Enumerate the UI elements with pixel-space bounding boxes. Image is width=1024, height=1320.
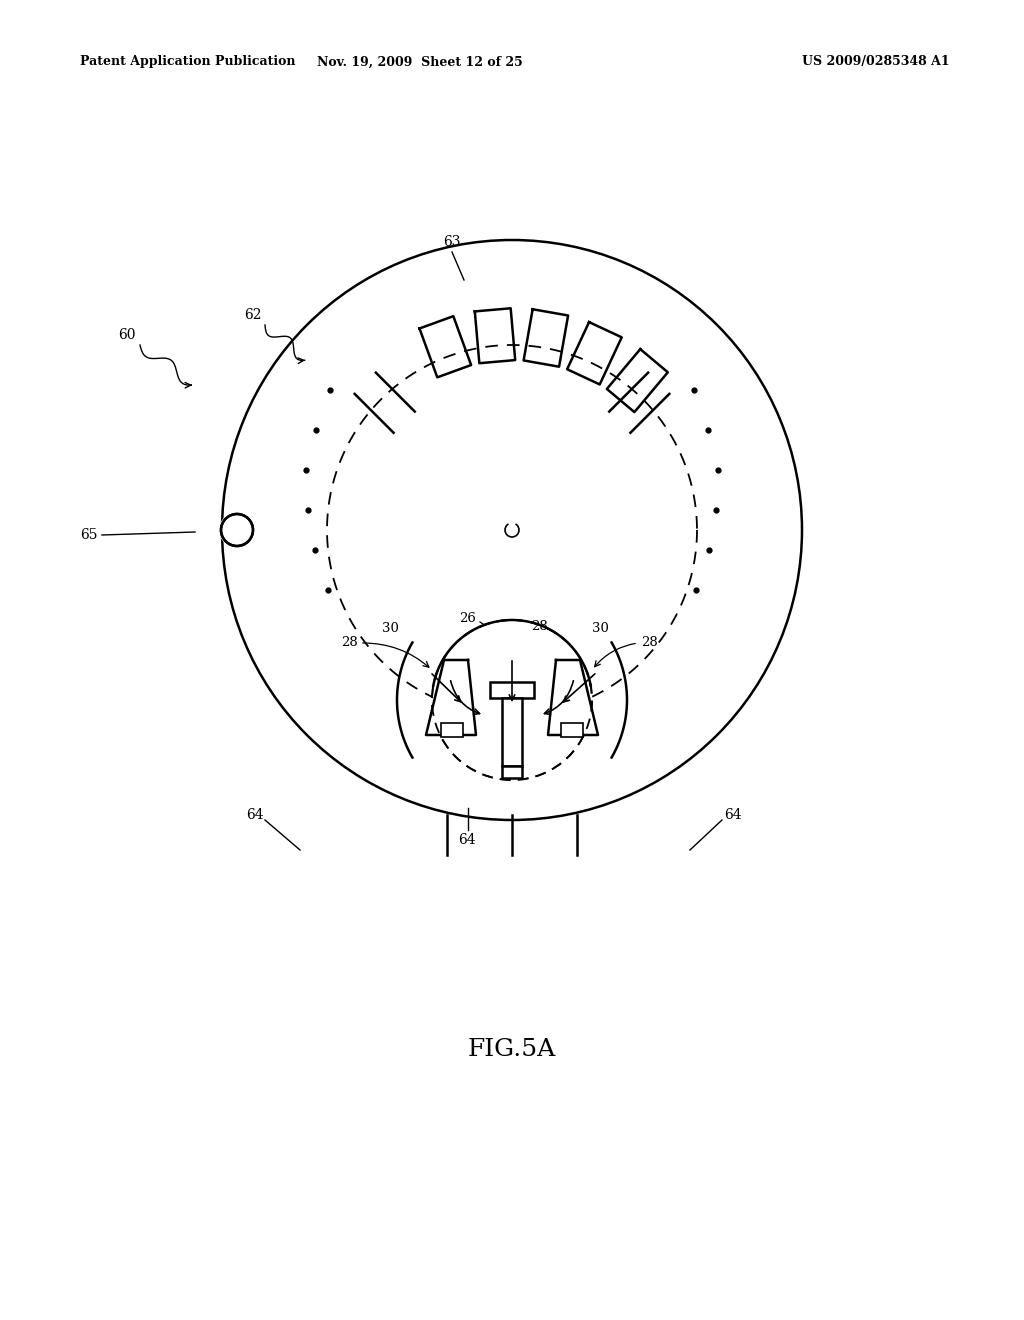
Polygon shape: [426, 660, 476, 735]
Polygon shape: [548, 660, 598, 735]
Text: 30: 30: [382, 622, 398, 635]
Bar: [490, 682, 534, 698]
Text: 65: 65: [80, 528, 97, 543]
Wedge shape: [219, 512, 240, 548]
Text: 28: 28: [531, 619, 549, 632]
Circle shape: [221, 513, 253, 546]
Text: 64: 64: [458, 833, 476, 847]
Text: Nov. 19, 2009  Sheet 12 of 25: Nov. 19, 2009 Sheet 12 of 25: [317, 55, 523, 69]
Text: FIG.5A: FIG.5A: [468, 1039, 556, 1061]
Text: 28: 28: [642, 636, 658, 649]
Text: Patent Application Publication: Patent Application Publication: [80, 55, 296, 69]
Text: 63: 63: [443, 235, 461, 249]
Text: 62: 62: [245, 308, 262, 322]
Text: 26: 26: [460, 611, 476, 624]
Text: 30: 30: [592, 622, 608, 635]
Bar: [502, 766, 522, 777]
Text: 28: 28: [342, 636, 358, 649]
Circle shape: [433, 620, 591, 779]
Text: US 2009/0285348 A1: US 2009/0285348 A1: [803, 55, 950, 69]
Bar: [561, 723, 583, 737]
Bar: [502, 698, 522, 766]
Text: 64: 64: [246, 808, 264, 822]
Wedge shape: [421, 347, 603, 531]
Text: 64: 64: [724, 808, 741, 822]
Text: 60: 60: [118, 327, 136, 342]
Bar: [441, 723, 463, 737]
